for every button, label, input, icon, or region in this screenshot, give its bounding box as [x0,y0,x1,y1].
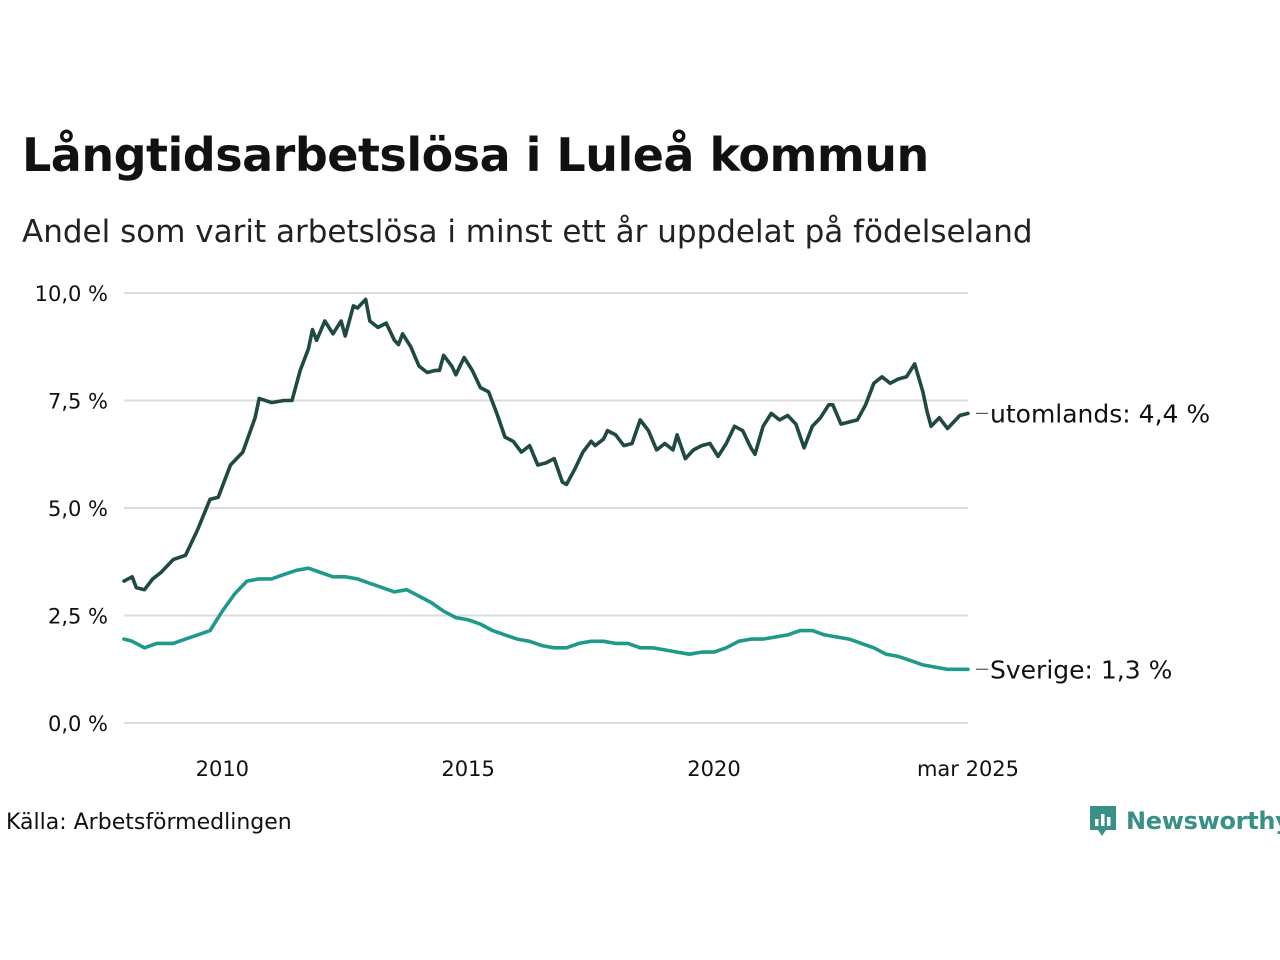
series-line-sverige [122,566,970,672]
series-end-labels: utomlands: 4,4 % Sverige: 1,3 % [976,399,1210,684]
chart-title: Långtidsarbetslösa i Luleå kommun [22,128,929,182]
x-tick-label: 2020 [687,757,740,781]
series-end-label: Sverige: 1,3 % [990,655,1172,684]
chart-subtitle: Andel som varit arbetslösa i minst ett å… [22,214,1033,250]
y-tick-label: 2,5 % [48,605,108,629]
series-line-utomlands [122,297,970,592]
line-chart: 0,0 % 2,5 % 5,0 % 7,5 % 10,0 % 2010 2015 2020 m… [35,282,1211,781]
y-axis: 0,0 % 2,5 % 5,0 % 7,5 % 10,0 % [35,282,108,736]
bar-chart-speech-bubble-icon [1090,806,1116,836]
x-axis: 2010 2015 2020 mar 2025 [196,757,1019,781]
brand-name: Newsworthy [1126,807,1280,835]
y-tick-label: 5,0 % [48,497,108,521]
x-tick-label: mar 2025 [917,757,1019,781]
y-tick-label: 10,0 % [35,282,108,306]
x-tick-label: 2010 [196,757,249,781]
brand-logo[interactable]: Newsworthy [1088,804,1280,838]
series-end-label: utomlands: 4,4 % [990,399,1210,428]
x-tick-label: 2015 [441,757,494,781]
grid-lines [124,292,968,724]
source-note: Källa: Arbetsförmedlingen [6,810,292,835]
series-lines [122,297,970,672]
y-tick-label: 0,0 % [48,712,108,736]
y-tick-label: 7,5 % [48,390,108,414]
